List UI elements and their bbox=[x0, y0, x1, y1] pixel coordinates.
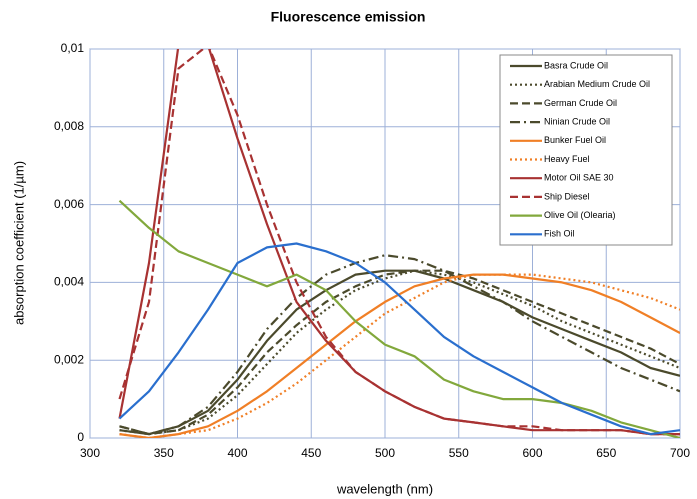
y-tick-label: 0 bbox=[77, 430, 84, 444]
x-tick-label: 650 bbox=[596, 446, 616, 460]
legend-label: Arabian Medium Crude Oil bbox=[544, 79, 650, 89]
series-line bbox=[119, 254, 680, 436]
x-tick-label: 550 bbox=[449, 446, 469, 460]
x-tick-label: 500 bbox=[375, 446, 395, 460]
legend-label: Olive Oil (Olearia) bbox=[544, 210, 616, 220]
legend-label: Motor Oil SAE 30 bbox=[544, 173, 614, 183]
x-tick-label: 450 bbox=[301, 446, 321, 460]
legend-label: Bunker Fuel Oil bbox=[544, 135, 606, 145]
series-line bbox=[118, 199, 680, 438]
y-axis-label: absorption coefficient (1/µm) bbox=[11, 161, 26, 325]
x-tick-label: 350 bbox=[154, 446, 174, 460]
chart-title: Fluorescence emission bbox=[271, 9, 426, 25]
x-tick-label: 300 bbox=[80, 446, 100, 460]
x-axis-label: wavelength (nm) bbox=[336, 481, 433, 496]
y-tick-label: 0,002 bbox=[54, 352, 84, 366]
legend-box bbox=[499, 54, 673, 246]
legend-label: Basra Crude Oil bbox=[544, 60, 608, 70]
legend-label: German Crude Oil bbox=[544, 98, 617, 108]
y-tick-label: 0,01 bbox=[61, 41, 85, 55]
x-tick-label: 400 bbox=[227, 446, 247, 460]
legend-label: Ninian Crude Oil bbox=[544, 116, 610, 126]
series-line bbox=[119, 269, 680, 436]
x-tick-label: 700 bbox=[670, 446, 690, 460]
legend-label: Fish Oil bbox=[544, 229, 575, 239]
series-line bbox=[118, 49, 680, 436]
lines bbox=[118, 49, 680, 438]
y-tick-label: 0,008 bbox=[54, 119, 84, 133]
legend-label: Heavy Fuel bbox=[544, 154, 590, 164]
series-line bbox=[119, 273, 680, 438]
legend: Basra Crude Oil Arabian Medium Crude Oil G… bbox=[499, 54, 673, 246]
series-line bbox=[118, 242, 680, 436]
y-tick-label: 0,004 bbox=[54, 275, 84, 289]
series-line bbox=[119, 269, 680, 436]
x-tick-label: 600 bbox=[522, 446, 542, 460]
y-tick-label: 0,006 bbox=[54, 197, 84, 211]
legend-label: Ship Diesel bbox=[544, 191, 590, 201]
